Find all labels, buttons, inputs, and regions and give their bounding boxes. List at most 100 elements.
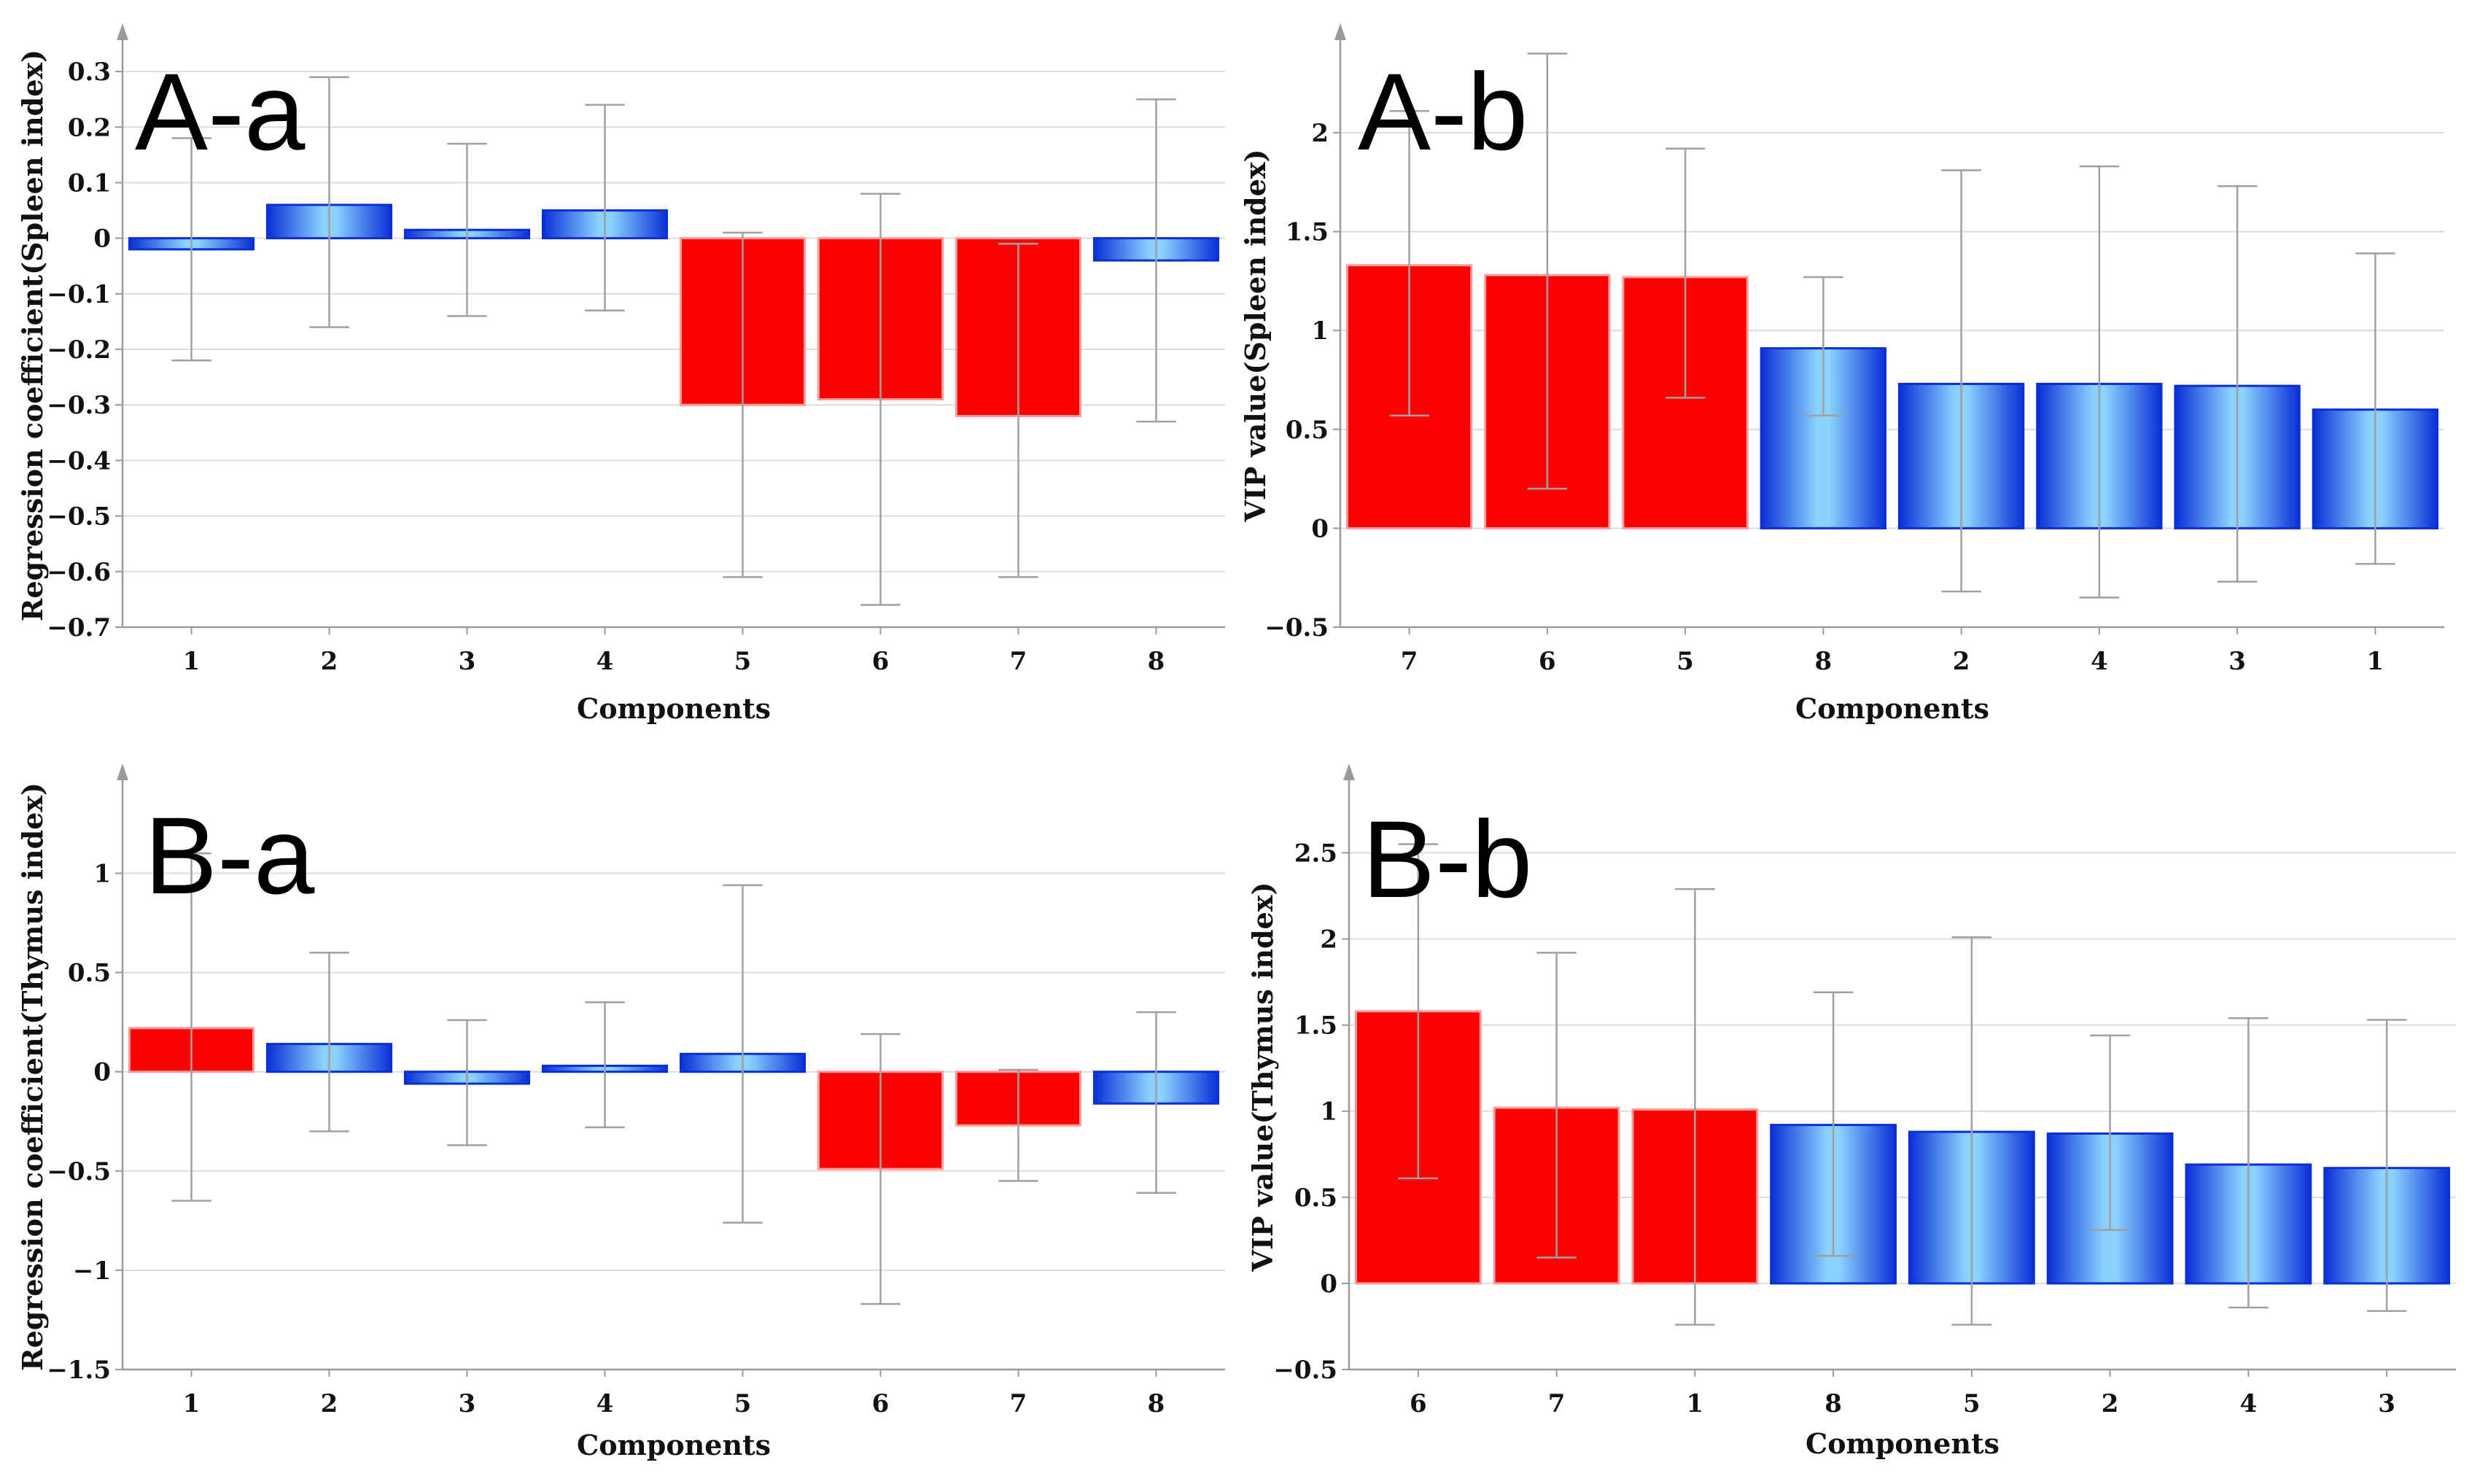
x-axis-label: Components [1806,1427,1999,1460]
x-tick-label: 3 [2228,647,2246,676]
x-axis-label: Components [1795,692,1989,725]
error-bar-component-8 [1803,276,1843,417]
y-tick-label: −0.3 [47,391,111,420]
x-tick-label: 7 [1548,1389,1566,1418]
y-tick-label: −0.5 [1273,1356,1337,1385]
y-axis-label: Regression coefficient(Thymus index) [16,782,49,1371]
y-tick-label: 0.5 [1294,1184,1337,1213]
error-bar-component-7 [998,1068,1038,1182]
x-tick-label: 4 [596,1389,614,1418]
error-bar-component-6 [1527,53,1568,490]
x-tick-label: 3 [459,647,476,676]
x-tick-label: 6 [872,1389,890,1418]
chart-a-b: −0.5 0 0.5 1 1.5 2 7 6 5 8 2 4 3 1 Components VIP value… [1239,23,2444,725]
y-tick-label: 0 [1320,1270,1337,1299]
x-tick-label: 2 [321,1389,338,1418]
x-tick-label: 4 [2240,1389,2258,1418]
y-tick-label: −0.4 [47,446,111,475]
panel-label: B-b [1362,798,1532,920]
y-tick-label: 1.5 [1294,1011,1337,1041]
error-bar-component-2 [309,76,349,328]
y-tick-label: 0 [93,225,111,254]
x-tick-label: 4 [2091,647,2108,676]
x-tick-label: 1 [183,647,201,676]
panel-label: A-a [135,50,306,173]
error-bar-component-4 [585,1001,625,1129]
y-tick-label: 1 [1311,316,1329,346]
error-bar-component-8 [1136,1011,1176,1194]
y-tick-label: −1.5 [47,1356,111,1385]
x-axis-label: Components [577,692,771,725]
y-axis-label: Regression coefficient(Spleen index) [16,50,49,621]
x-tick-label: 8 [1824,1389,1842,1418]
x-tick-label: 8 [1148,1389,1165,1418]
y-tick-label: 0.5 [1286,416,1329,445]
y-tick-label: −0.5 [47,502,111,532]
x-tick-label: 6 [1539,647,1556,676]
x-tick-label: 8 [1815,647,1832,676]
y-tick-label: −1 [73,1256,111,1286]
y-tick-label: 0 [93,1058,111,1087]
x-tick-label: 6 [872,647,890,676]
error-bar-component-4 [585,104,625,311]
y-tick-label: 0.2 [68,113,111,142]
error-bar-component-1 [2355,252,2395,565]
x-tick-label: 5 [734,1389,752,1418]
x-tick-label: 4 [596,647,614,676]
error-bar-component-3 [447,1019,487,1146]
y-tick-label: 0 [1311,514,1329,543]
panel-label: A-b [1358,50,1528,173]
x-tick-label: 8 [1148,647,1165,676]
x-tick-label: 7 [1010,1389,1027,1418]
error-bar-component-7 [1389,109,1429,417]
error-bar-component-3 [447,142,487,317]
error-bar-component-6 [860,193,901,606]
x-tick-label: 7 [1401,647,1418,676]
y-tick-label: 0.1 [68,168,111,198]
chart-b-b: −0.5 0 0.5 1 1.5 2 2.5 6 7 1 8 5 2 4 3 Components VIP va… [1246,764,2456,1460]
y-tick-label: 0.5 [68,959,111,988]
error-bar-component-7 [998,243,1038,578]
x-tick-label: 7 [1010,647,1027,676]
x-tick-label: 5 [1676,647,1694,676]
error-bar-component-2 [2090,1034,2130,1231]
error-bar-component-1 [171,852,211,1202]
y-axis-arrow [117,23,128,40]
y-tick-label: 1.5 [1286,218,1329,247]
error-bar-component-1 [171,137,211,362]
y-tick-label: −0.7 [47,613,111,642]
x-tick-label: 5 [734,647,752,676]
x-tick-label: 2 [1953,647,1970,676]
x-tick-label: 2 [2102,1389,2119,1418]
error-bar-component-2 [309,952,349,1133]
y-axis-arrow [1343,764,1355,780]
y-tick-label: 2 [1311,119,1329,148]
y-tick-label: 0.3 [68,58,111,87]
y-tick-label: −0.1 [47,280,111,309]
error-bar-component-1 [1675,887,1715,1326]
panel-label: B-a [144,794,315,917]
y-axis-arrow [117,764,128,780]
y-axis-label: VIP value(Spleen index) [1239,149,1272,522]
error-bar-component-8 [1813,991,1854,1257]
error-bar-component-5 [723,884,763,1224]
chart-a-a: −0.7 −0.6 −0.5 −0.4 −0.3 −0.2 −0.1 0 0.1 0.2 0.3 1 2… [16,23,1225,725]
y-axis-arrow [1334,23,1346,40]
error-bar-component-5 [723,231,763,578]
error-bar-component-3 [2217,185,2258,583]
error-bar-component-6 [860,1033,901,1305]
x-tick-label: 3 [459,1389,476,1418]
y-tick-label: −0.5 [1264,613,1329,642]
y-tick-label: −0.6 [47,558,111,587]
x-axis-label: Components [577,1429,771,1461]
error-bar-component-3 [2366,1019,2407,1312]
error-bar-component-2 [1941,169,1981,593]
error-bar-component-4 [2228,1017,2269,1309]
error-bar-component-7 [1536,952,1577,1259]
x-tick-label: 6 [1410,1389,1427,1418]
x-tick-label: 1 [2367,647,2384,676]
y-tick-label: 1 [93,859,111,888]
error-bar-component-5 [1951,936,1992,1326]
